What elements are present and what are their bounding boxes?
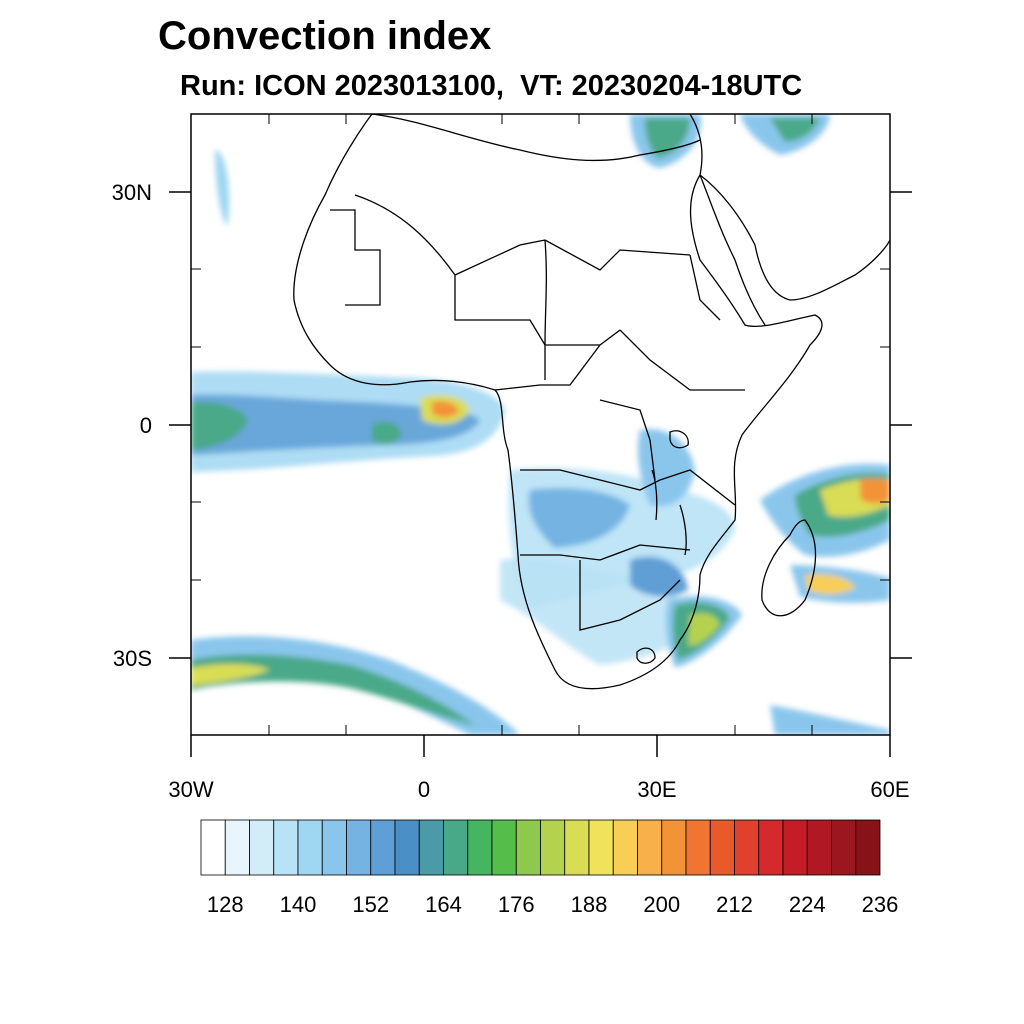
colorbar-label: 164 <box>425 892 462 917</box>
colorbar-labels: 128 140 152 164 176 188 200 212 224 236 <box>207 892 898 917</box>
colorbar <box>200 819 881 876</box>
colorbar-label: 236 <box>862 892 899 917</box>
w-sahara-atlantic <box>215 150 230 225</box>
border-5 <box>494 344 601 391</box>
colorbar-swatch <box>709 819 735 876</box>
y-tick-label: 0 <box>140 413 152 438</box>
colorbar-swatch <box>491 819 517 876</box>
y-tick-label: 30N <box>112 180 152 205</box>
border-9 <box>599 399 656 481</box>
colorbar-swatch <box>855 819 881 876</box>
border-8 <box>579 560 681 631</box>
colorbar-label: 128 <box>207 892 244 917</box>
colorbar-swatch <box>394 819 420 876</box>
mediterranean-east-green <box>645 118 690 158</box>
colorbar-swatch <box>734 819 760 876</box>
itcz-green-mid <box>372 421 402 445</box>
lake-tanganyika <box>651 469 658 521</box>
africa-coastline <box>293 114 823 690</box>
itcz-core <box>191 394 480 455</box>
x-tick-label: 60E <box>870 777 909 802</box>
colorbar-swatch <box>370 819 396 876</box>
colorbar-label: 176 <box>498 892 535 917</box>
x-tick-label: 30E <box>637 777 676 802</box>
madagascar-east-yellow <box>805 574 855 595</box>
colorbar-swatch <box>540 819 566 876</box>
lake-malawi <box>679 504 687 556</box>
border-6 <box>520 469 736 506</box>
minor-ticks <box>191 114 890 735</box>
major-ticks <box>169 191 912 757</box>
colorbar-swatch <box>224 819 250 876</box>
colorbar-swatch <box>467 819 493 876</box>
colorbar-swatch <box>515 819 541 876</box>
map-title: Convection index <box>158 14 492 58</box>
colorbar-swatch <box>685 819 711 876</box>
y-tick-label: 30S <box>113 646 152 671</box>
colorbar-swatch <box>249 819 275 876</box>
lake-victoria <box>669 430 689 449</box>
border-1 <box>330 209 381 306</box>
border-7 <box>520 544 691 561</box>
colorbar-swatch <box>758 819 784 876</box>
colorbar-swatch <box>612 819 638 876</box>
colorbar-label: 140 <box>280 892 317 917</box>
x-tick-label: 0 <box>418 777 430 802</box>
madagascar <box>761 519 817 617</box>
map-subtitle: Run: ICON 2023013100, VT: 20230204-18UTC <box>180 70 803 102</box>
colorbar-label: 212 <box>716 892 753 917</box>
colorbar-swatch <box>831 819 857 876</box>
zambia-moderate <box>528 488 630 548</box>
red-sea <box>699 174 766 326</box>
arabia <box>699 174 890 301</box>
colorbar-swatch <box>661 819 687 876</box>
mediterranean-north <box>371 114 701 162</box>
lesotho <box>636 647 656 664</box>
colorbar-label: 200 <box>643 892 680 917</box>
border-10 <box>619 329 745 391</box>
coastlines <box>293 114 890 690</box>
convection-field <box>191 114 890 735</box>
turkey-green <box>770 118 820 142</box>
mozambique-yellow <box>688 613 720 646</box>
guinea-hotspot-core <box>432 401 459 418</box>
colorbar-swatch <box>418 819 444 876</box>
colorbar-swatch <box>273 819 299 876</box>
colorbar-swatch <box>297 819 323 876</box>
colorbar-swatch <box>782 819 808 876</box>
colorbar-swatch <box>321 819 347 876</box>
colorbar-label: 224 <box>789 892 826 917</box>
s-indian-ocean-front <box>770 705 890 735</box>
colorbar-label: 188 <box>571 892 608 917</box>
colorbar-swatch <box>588 819 614 876</box>
y-axis-labels: 30N 0 30S <box>112 180 152 671</box>
indian-ocean-orange <box>860 478 890 504</box>
colorbar-swatch <box>200 819 226 876</box>
border-2 <box>354 194 691 276</box>
s-atlantic-front-yellow <box>191 664 270 686</box>
x-axis-labels: 30W 0 30E 60E <box>168 777 909 802</box>
border-3 <box>454 275 621 346</box>
colorbar-swatch <box>637 819 663 876</box>
x-tick-label: 30W <box>168 777 213 802</box>
colorbar-swatch <box>564 819 590 876</box>
colorbar-label: 152 <box>352 892 389 917</box>
itcz-green-west <box>191 402 248 450</box>
border-11 <box>689 254 721 321</box>
border-4 <box>544 239 547 380</box>
colorbar-swatch <box>806 819 832 876</box>
colorbar-swatch <box>443 819 469 876</box>
colorbar-swatch <box>346 819 372 876</box>
